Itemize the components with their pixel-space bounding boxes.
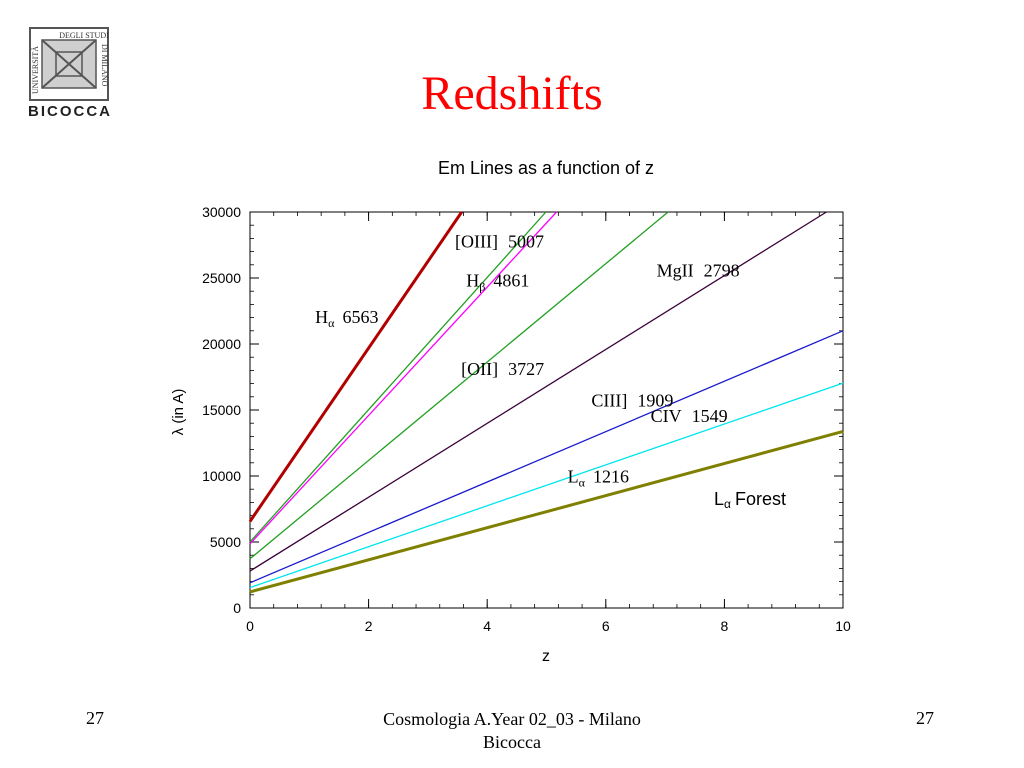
y-axis: 0 5000 10000 15000 20000 25000 30000: [202, 204, 843, 616]
x-tick-label: 8: [721, 618, 729, 634]
y-tick-label: 30000: [202, 204, 241, 220]
plot-frame: [249, 211, 844, 609]
x-tick-label: 4: [483, 618, 491, 634]
series-label-name: L: [568, 466, 579, 486]
series-label-name: H: [315, 307, 328, 327]
series-label-value: 2798: [704, 261, 740, 281]
series-label-name: MgII: [657, 261, 694, 281]
y-tick-label: 25000: [202, 270, 241, 286]
logo-bottom-text: BICOCCA: [28, 103, 112, 118]
forest-text: Forest: [735, 489, 786, 509]
logo-seal-icon: DEGLI STUDI UNIVERSITÀ DI MILANO BICOCCA: [28, 27, 112, 120]
series-label-value: 1216: [593, 466, 629, 486]
x-tick-label: 0: [246, 618, 254, 634]
series-labels: Hα 6563 [OIII] 5007 Hβ 4861 [OII] 3727 MgII 2798 C…: [315, 232, 739, 490]
series-label-OII: [OII] 3727: [461, 359, 544, 379]
series-label-MgII: MgII 2798: [657, 261, 740, 281]
y-tick-label: 0: [233, 600, 241, 616]
page-number-right: 27: [916, 708, 934, 728]
logo-right-text: DI MILANO: [100, 44, 109, 87]
series-label-sub: β: [479, 279, 485, 293]
series-label-value: 1549: [692, 406, 728, 426]
x-tick-label: 10: [835, 618, 851, 634]
x-tick-label: 6: [602, 618, 610, 634]
page-number-left: 27: [86, 708, 104, 728]
series-lines: [248, 211, 844, 594]
chart-title: Em Lines as a function of z: [438, 158, 654, 178]
y-tick-label: 10000: [202, 468, 241, 484]
slide-title: Redshifts: [421, 67, 603, 120]
series-label-name: [OIII]: [455, 232, 498, 252]
series-label-name: CIII]: [591, 390, 627, 410]
series-label-CIV: CIV 1549: [651, 406, 728, 426]
y-axis-label: λ (in A): [170, 389, 187, 436]
series-label-value: 4861: [493, 270, 529, 290]
series-line-Halpha: [248, 211, 463, 523]
series-line-OII: [249, 211, 669, 560]
university-logo: DEGLI STUDI UNIVERSITÀ DI MILANO BICOCCA: [22, 22, 118, 120]
footer-line-1: Cosmologia A.Year 02_03 - Milano: [383, 709, 641, 729]
series-label-sub: α: [328, 316, 335, 330]
series-line-Hbeta: [249, 211, 558, 545]
series-label-name: H: [466, 270, 479, 290]
series-label-sub: α: [579, 475, 586, 489]
series-line-CIV: [249, 382, 844, 589]
series-line-CIII: [249, 330, 844, 584]
series-label-name: CIV: [651, 406, 682, 426]
series-label-value: 6563: [342, 307, 378, 327]
series-label-value: 5007: [508, 232, 544, 252]
series-label-value: 1909: [637, 390, 673, 410]
y-tick-label: 5000: [210, 534, 241, 550]
footer-course: Cosmologia A.Year 02_03 - Milano Bicocca: [352, 708, 672, 754]
forest-main: L: [714, 489, 724, 509]
series-label-value: 3727: [508, 359, 544, 379]
series-line-OIII: [249, 211, 547, 543]
series-label-OIII: [OIII] 5007: [455, 232, 544, 252]
x-tick-label: 2: [365, 618, 373, 634]
series-label-Halpha: Hα 6563: [315, 307, 378, 330]
footer-line-2: Bicocca: [483, 732, 541, 752]
logo-top-text: DEGLI STUDI: [59, 31, 109, 40]
series-label-Lalpha: Lα 1216: [568, 466, 629, 489]
series-label-CIII: CIII] 1909: [591, 390, 673, 410]
y-tick-label: 20000: [202, 336, 241, 352]
logo-left-text: UNIVERSITÀ: [30, 46, 40, 94]
x-axis-label: z: [542, 648, 550, 665]
forest-sub: α: [724, 497, 731, 511]
plot-area: [249, 211, 844, 609]
y-tick-label: 15000: [202, 402, 241, 418]
series-label-name: [OII]: [461, 359, 498, 379]
series-label-Hbeta: Hβ 4861: [466, 270, 529, 293]
lyman-forest-annotation: Lα Forest: [714, 489, 786, 511]
series-line-MgII: [249, 211, 827, 572]
x-axis: 0 2 4 6 8 10: [246, 212, 851, 634]
series-line-Lalpha: [249, 429, 844, 594]
